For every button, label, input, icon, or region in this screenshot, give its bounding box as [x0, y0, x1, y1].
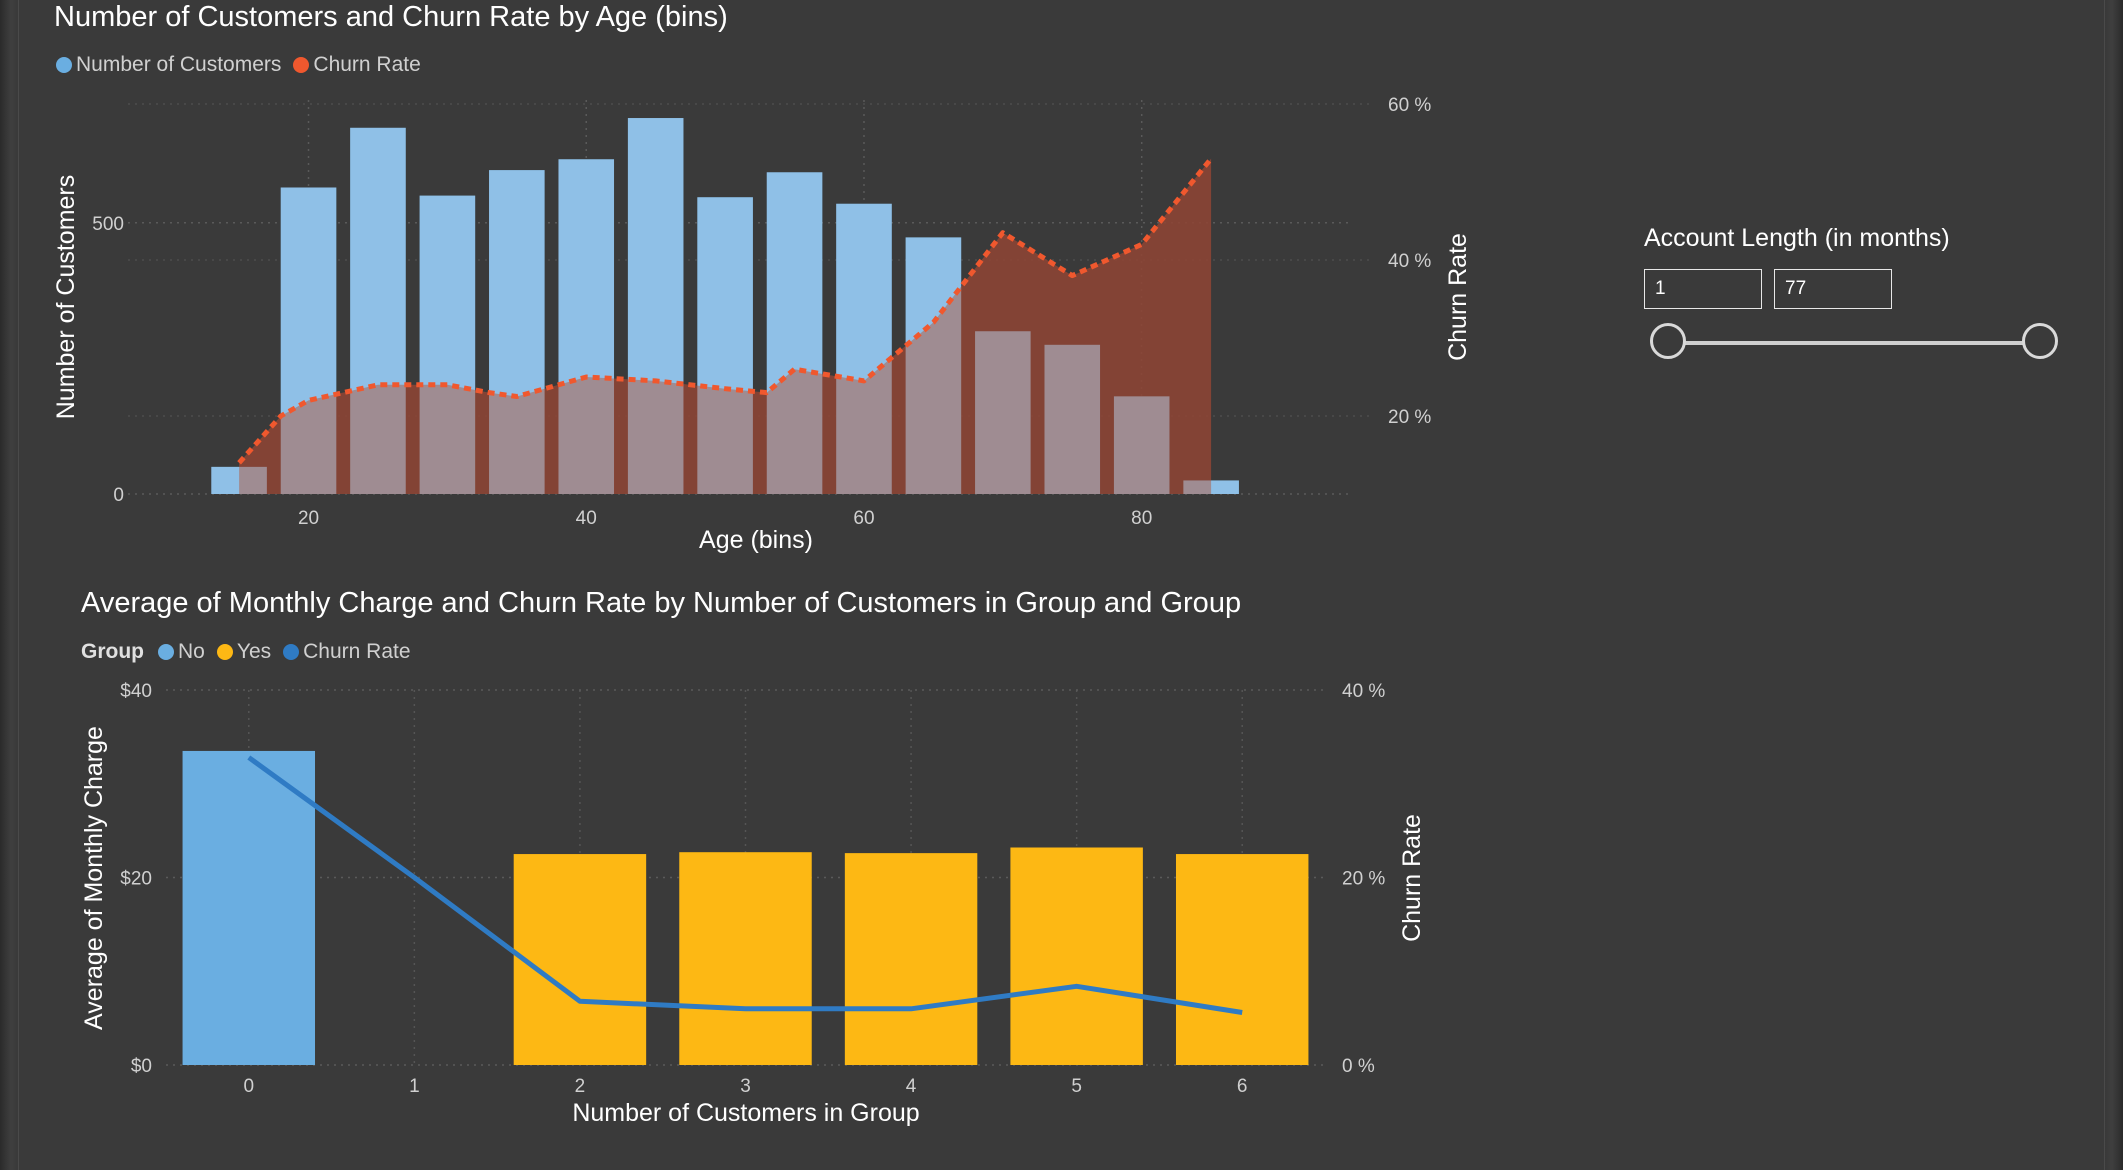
legend-dot-no	[158, 644, 174, 660]
monthly-charge-bar-yes	[513, 854, 647, 1065]
x-axis-title: Number of Customers in Group	[572, 1099, 919, 1127]
y-axis-title: Number of Customers	[52, 175, 80, 420]
customers-bar-overlay	[419, 195, 476, 494]
x-tick-label: 80	[1131, 508, 1152, 529]
legend-item-churn-rate[interactable]: Churn Rate	[293, 53, 421, 77]
customers-bar-overlay	[1113, 396, 1170, 494]
group-chart-legend: Group No Yes Churn Rate	[81, 640, 417, 664]
customers-bar-overlay	[280, 187, 337, 495]
y2-tick-label: 20 %	[1342, 869, 1385, 890]
x-tick-label: 6	[1237, 1076, 1248, 1097]
legend-label-churn-rate-bottom: Churn Rate	[303, 640, 411, 663]
x-axis-title: Age (bins)	[699, 526, 813, 554]
y2-axis-title: Churn Rate	[1398, 814, 1426, 942]
slicer-title: Account Length (in months)	[1644, 224, 1950, 252]
age-chart-title: Number of Customers and Churn Rate by Ag…	[54, 1, 728, 33]
x-tick-label: 40	[576, 508, 597, 529]
x-tick-label: 60	[853, 508, 874, 529]
x-tick-label: 0	[243, 1076, 254, 1097]
legend-dot-churn-rate	[293, 57, 310, 73]
monthly-charge-bar-yes	[1175, 854, 1309, 1065]
y2-tick-label: 60 %	[1388, 95, 1431, 116]
y-tick-label: $20	[120, 869, 152, 890]
right-frame-edge	[2104, 0, 2123, 1170]
legend-dot-yes	[216, 644, 233, 660]
age-chart: 20 40 60 80 0 500 20 % 40 % 60 % Age (bins) Number…	[52, 95, 1472, 554]
customers-bar-overlay	[766, 172, 823, 495]
legend-dot-churn-rate-bottom	[283, 644, 300, 660]
customers-bar-overlay	[1183, 480, 1239, 494]
x-tick-label: 2	[575, 1076, 586, 1097]
legend-label-no: No	[178, 640, 205, 663]
monthly-charge-bar-yes	[679, 852, 812, 1065]
slider-max-handle[interactable]	[2022, 323, 2058, 359]
y2-tick-label: 40 %	[1388, 251, 1431, 272]
monthly-charge-bar-no	[182, 750, 316, 1065]
slider-track[interactable]	[1668, 341, 2040, 345]
legend-item-churn-rate-bottom[interactable]: Churn Rate	[283, 640, 411, 664]
churn-rate-line	[237, 157, 1214, 465]
legend-label-churn-rate: Churn Rate	[313, 53, 421, 76]
slicer-max-input[interactable]	[1774, 269, 1892, 309]
legend-item-customers[interactable]: Number of Customers	[56, 53, 281, 77]
left-frame-edge	[0, 0, 19, 1170]
customers-bar-overlay	[489, 170, 545, 494]
churn-rate-area	[239, 158, 1212, 494]
legend-label-yes: Yes	[236, 640, 272, 663]
monthly-charge-bar-yes	[844, 853, 978, 1065]
customers-bar-overlay	[905, 237, 962, 494]
customers-bar-overlay	[350, 127, 406, 494]
legend-dot-customers	[56, 57, 72, 73]
customers-bar-overlay	[975, 331, 1031, 494]
customers-bar-overlay	[558, 159, 615, 494]
x-tick-label: 4	[906, 1076, 917, 1097]
y-tick-label: $0	[131, 1056, 152, 1077]
churn-rate-line-bottom	[247, 755, 1243, 1015]
customers-bar-overlay	[211, 466, 267, 494]
y-tick-label: 500	[92, 214, 124, 235]
y-axis-title: Average of Monthly Charge	[80, 726, 108, 1030]
legend-label-customers: Number of Customers	[76, 53, 282, 76]
y-tick-label: 0	[113, 485, 124, 506]
group-chart-title: Average of Monthly Charge and Churn Rate…	[81, 587, 1242, 619]
x-tick-label: 5	[1071, 1076, 1082, 1097]
age-chart-legend: Number of Customers Churn Rate	[56, 53, 427, 77]
legend-title-group: Group	[81, 640, 144, 663]
y-tick-label: $40	[120, 681, 152, 702]
customers-bar-overlay	[836, 203, 892, 494]
x-tick-label: 1	[409, 1076, 420, 1097]
y2-tick-label: 0 %	[1342, 1056, 1375, 1077]
customers-bar-overlay	[627, 118, 684, 495]
legend-item-no[interactable]: No	[158, 640, 205, 664]
y2-tick-label: 20 %	[1388, 407, 1431, 428]
legend-item-yes[interactable]: Yes	[216, 640, 272, 664]
monthly-charge-bar-yes	[1010, 847, 1143, 1065]
slicer-min-input[interactable]	[1644, 269, 1762, 309]
customers-bar-overlay	[697, 197, 753, 494]
x-tick-label: 3	[740, 1076, 751, 1097]
y2-axis-title: Churn Rate	[1444, 233, 1472, 361]
slider-min-handle[interactable]	[1650, 323, 1686, 359]
customers-bar-overlay	[1044, 344, 1101, 494]
account-length-slicer: Account Length (in months)	[1644, 222, 2064, 372]
y2-tick-label: 40 %	[1342, 681, 1385, 702]
x-tick-label: 20	[298, 508, 319, 529]
